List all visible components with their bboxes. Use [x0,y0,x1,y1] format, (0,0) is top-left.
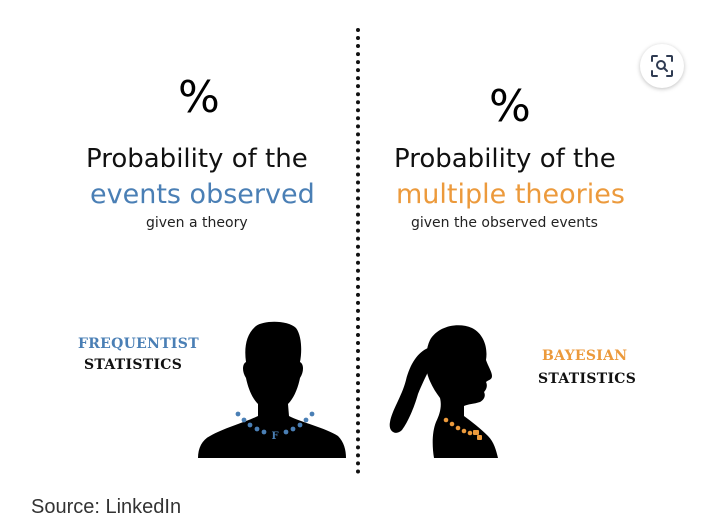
left-percent-symbol: % [178,72,220,123]
left-heading: Probability of the [86,144,308,174]
bayesian-statistics-label: STATISTICS [538,371,637,387]
image-caption: Source: LinkedIn [31,496,182,518]
figure-image: % Probability of the events observed giv… [78,28,684,474]
image-search-icon [651,55,673,77]
frequentist-label: FREQUENTIST [78,336,199,352]
left-accent-text: events observed [90,179,315,210]
man-silhouette-icon: F [198,321,346,458]
right-heading: Probability of the [394,144,616,174]
necklace-letter: F [271,431,278,442]
right-subtitle: given the observed events [411,215,598,231]
woman-silhouette-icon [389,325,498,458]
bayesian-label: BAYESIAN [542,348,628,364]
image-search-button[interactable] [640,44,684,88]
right-percent-symbol: % [489,81,531,132]
dotted-divider [356,28,360,474]
right-accent-text: multiple theories [396,179,625,210]
left-subtitle: given a theory [146,215,248,231]
frequentist-statistics-label: STATISTICS [84,357,183,373]
